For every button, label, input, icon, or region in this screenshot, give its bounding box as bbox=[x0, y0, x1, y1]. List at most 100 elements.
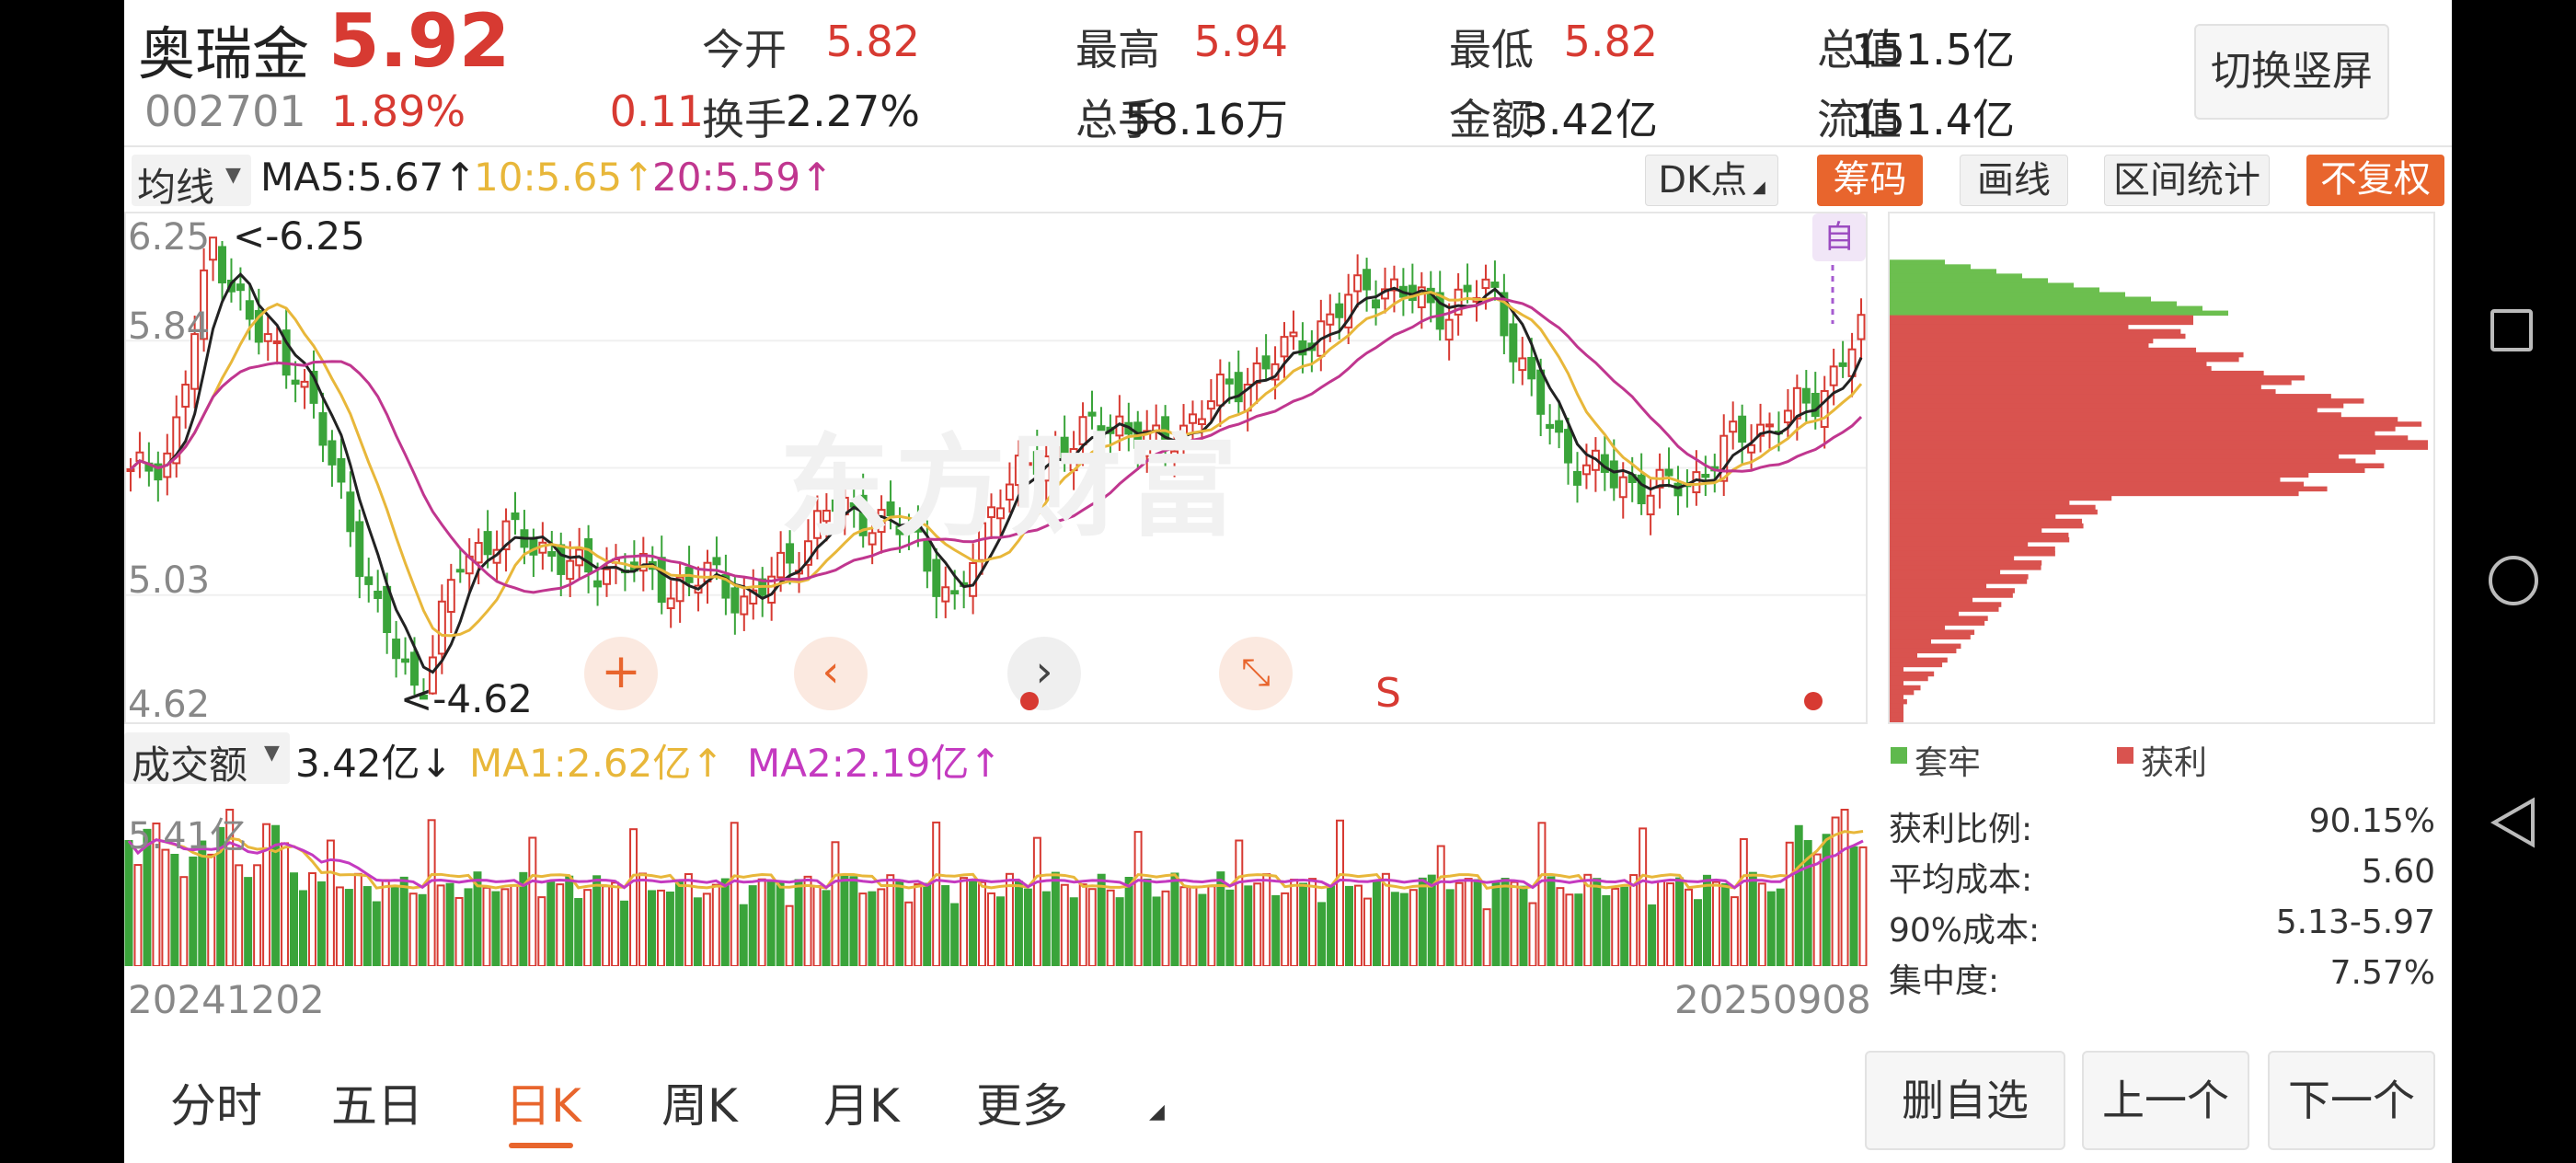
volume-bar bbox=[757, 878, 766, 966]
volume-bar bbox=[822, 890, 831, 966]
volume-bar bbox=[179, 876, 189, 966]
self-select-marker[interactable]: 自 bbox=[1812, 213, 1866, 261]
candle-body bbox=[1811, 392, 1820, 418]
volume-bar bbox=[1344, 885, 1353, 966]
candle-body bbox=[1729, 420, 1738, 433]
volume-bar bbox=[1611, 887, 1620, 966]
candle-body bbox=[1637, 474, 1646, 505]
volume-bar bbox=[427, 819, 436, 966]
chip-bar-trapped bbox=[1890, 259, 1945, 265]
chip-bar-profit bbox=[1890, 454, 2340, 459]
chip-bar-profit bbox=[1890, 689, 1915, 696]
volume-bar bbox=[1225, 889, 1235, 966]
home-icon[interactable] bbox=[2489, 556, 2538, 605]
chip-bar-profit bbox=[1890, 532, 2069, 538]
candle-body bbox=[1500, 292, 1509, 337]
chip-bar-profit bbox=[1890, 379, 2292, 386]
change-value: 0.11 bbox=[609, 86, 704, 136]
chevron-right-icon[interactable]: › bbox=[1007, 637, 1081, 710]
ma20-line bbox=[129, 296, 1863, 594]
candle-body bbox=[172, 416, 181, 465]
crosshair-icon[interactable]: + bbox=[584, 637, 658, 710]
volume-bar bbox=[886, 874, 895, 966]
next-stock-button[interactable]: 下一个 bbox=[2268, 1051, 2435, 1150]
no-adjust-button[interactable]: 不复权 bbox=[2306, 155, 2444, 206]
chip-bar-profit bbox=[1890, 518, 2083, 524]
chip-bar-profit bbox=[1890, 602, 2002, 607]
chip-bar-profit bbox=[1890, 417, 2398, 422]
candle-body bbox=[749, 589, 758, 605]
kline-chart[interactable]: 东方财富 bbox=[124, 212, 1868, 724]
candle-body bbox=[1389, 278, 1398, 292]
chip-bar-profit bbox=[1890, 565, 2041, 570]
volume-select[interactable]: 成交额 ▼ bbox=[124, 732, 290, 788]
change-percent: 1.89% bbox=[331, 86, 466, 136]
chip-bar-profit bbox=[1890, 338, 2154, 344]
shrink-icon[interactable]: ⤡ bbox=[1219, 637, 1293, 710]
volume-bar bbox=[840, 875, 849, 966]
ma5-line bbox=[129, 272, 1863, 674]
chip-bar-profit bbox=[1890, 513, 2056, 520]
volume-bar bbox=[1179, 886, 1189, 966]
chip-bar-trapped bbox=[1890, 292, 2125, 297]
volume-bar bbox=[1739, 837, 1748, 966]
candle-body bbox=[638, 552, 648, 572]
previous-stock-button[interactable]: 上一个 bbox=[2082, 1051, 2249, 1150]
candle-body bbox=[1765, 423, 1774, 428]
tab-3[interactable]: 周K bbox=[661, 1079, 738, 1133]
volume-bar bbox=[1051, 871, 1060, 966]
candle-body bbox=[428, 656, 437, 695]
chip-stat-label: 获利比例: bbox=[1889, 811, 2033, 848]
volume-chart[interactable] bbox=[124, 791, 1868, 966]
tab-5[interactable]: 更多 bbox=[976, 1079, 1068, 1133]
chip-bar-profit bbox=[1890, 597, 1973, 603]
recents-icon[interactable] bbox=[2490, 309, 2533, 351]
volume-bar bbox=[408, 892, 418, 966]
volume-bar bbox=[1858, 846, 1868, 966]
volume-bar bbox=[1023, 888, 1032, 966]
candle-body bbox=[1463, 284, 1472, 293]
candle-body bbox=[455, 569, 465, 573]
candle-body bbox=[657, 557, 666, 604]
volume-bar bbox=[372, 901, 381, 966]
interval-stats-button[interactable]: 区间统计 bbox=[2104, 155, 2270, 206]
tab-4[interactable]: 月K bbox=[823, 1079, 900, 1133]
tab-2[interactable]: 日K bbox=[505, 1079, 581, 1133]
chevron-left-icon[interactable]: ‹ bbox=[794, 637, 868, 710]
dk-point-button[interactable]: DK点 ◢ bbox=[1645, 155, 1778, 206]
back-icon[interactable] bbox=[2490, 797, 2536, 848]
candle-body bbox=[675, 576, 684, 603]
chip-distribution-button[interactable]: 筹码 bbox=[1817, 155, 1923, 206]
quote-value: 58.16万 bbox=[1124, 95, 1288, 144]
volume-bar bbox=[1794, 824, 1803, 966]
volume-bar bbox=[868, 891, 877, 966]
chip-bar-trapped bbox=[1890, 269, 1996, 274]
ma-select[interactable]: 均线 ▼ bbox=[132, 155, 251, 210]
remove-watchlist-button[interactable]: 删自选 bbox=[1865, 1051, 2065, 1150]
chevron-down-icon: ▼ bbox=[264, 742, 280, 765]
candle-body bbox=[1673, 482, 1683, 497]
tab-1[interactable]: 五日 bbox=[331, 1079, 423, 1133]
switch-portrait-button[interactable]: 切换竖屏 bbox=[2194, 24, 2389, 120]
volume-bar bbox=[1299, 882, 1308, 966]
chip-bar-profit bbox=[1890, 611, 1960, 616]
candle-body bbox=[1747, 443, 1756, 454]
stock-name: 奥瑞金 bbox=[138, 20, 310, 87]
volume-bar bbox=[1501, 877, 1510, 966]
chip-bar-profit bbox=[1890, 509, 2098, 515]
tab-0[interactable]: 分时 bbox=[170, 1079, 262, 1133]
volume-bar bbox=[849, 876, 858, 966]
volume-bar bbox=[611, 881, 620, 966]
volume-bar bbox=[877, 888, 886, 966]
quote-value: 3.42亿 bbox=[1521, 95, 1658, 144]
candle-body bbox=[1581, 464, 1591, 476]
candle-body bbox=[1005, 483, 1014, 501]
chip-bar-profit bbox=[1890, 527, 2042, 534]
volume-bar bbox=[225, 809, 235, 966]
volume-bar bbox=[1565, 893, 1574, 966]
draw-line-button[interactable]: 画线 bbox=[1960, 155, 2068, 206]
low-annotation: <-4.62 bbox=[400, 676, 533, 721]
chip-bar-trapped bbox=[1890, 264, 1971, 270]
quote-value: 151.5亿 bbox=[1851, 25, 2015, 75]
volume-bar bbox=[693, 897, 702, 966]
